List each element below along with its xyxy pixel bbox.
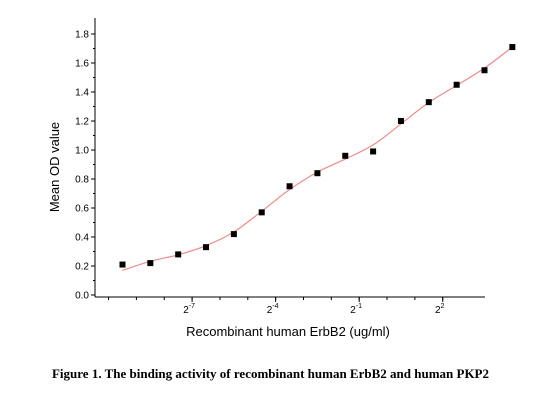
data-point	[397, 118, 404, 124]
fit-curve	[122, 46, 513, 271]
y-tick-label: 0.8	[75, 175, 89, 186]
data-point	[175, 251, 182, 258]
y-tick-label: 1.6	[75, 59, 89, 70]
y-tick-label: 1.4	[75, 88, 89, 99]
data-point	[453, 81, 460, 88]
data-point	[481, 67, 488, 74]
data-point	[509, 44, 516, 51]
x-tick-label: 2-1	[350, 303, 362, 316]
figure-caption: Figure 1. The binding activity of recomb…	[51, 366, 490, 381]
data-point	[258, 209, 265, 216]
data-point	[314, 170, 321, 177]
data-point	[147, 260, 154, 267]
axes	[94, 18, 485, 298]
y-axis-title: Mean OD value	[47, 122, 62, 212]
y-tick-label: 0.2	[75, 262, 89, 273]
y-tick-label: 0.0	[75, 291, 89, 302]
x-tick-label: 22	[435, 303, 445, 316]
data-point	[286, 183, 293, 190]
chart: 0.0 0.2 0.4 0.6 0.8 1.0 1.2 1.4 1.6 1.8 2-7 2-4 2-1 2…	[47, 18, 516, 339]
y-tick-label: 1.0	[75, 146, 89, 157]
data-point	[203, 244, 210, 251]
x-axis-title: Recombinant human ErbB2 (ug/ml)	[186, 324, 390, 339]
x-tick-label: 2-4	[267, 303, 279, 316]
y-tick-label: 1.8	[75, 30, 89, 41]
data-point	[425, 99, 432, 106]
y-tick-label: 1.2	[75, 117, 89, 128]
data-point	[119, 261, 126, 268]
data-point	[370, 148, 377, 155]
x-tick-label: 2-7	[183, 303, 195, 316]
data-point	[342, 152, 349, 159]
y-tick-label: 0.6	[75, 204, 89, 215]
y-tick-label: 0.4	[75, 233, 89, 244]
data-points	[119, 44, 516, 268]
data-point	[230, 231, 237, 238]
ticks: 0.0 0.2 0.4 0.6 0.8 1.0 1.2 1.4 1.6 1.8 2-7 2-4 2-1 2…	[75, 30, 444, 317]
